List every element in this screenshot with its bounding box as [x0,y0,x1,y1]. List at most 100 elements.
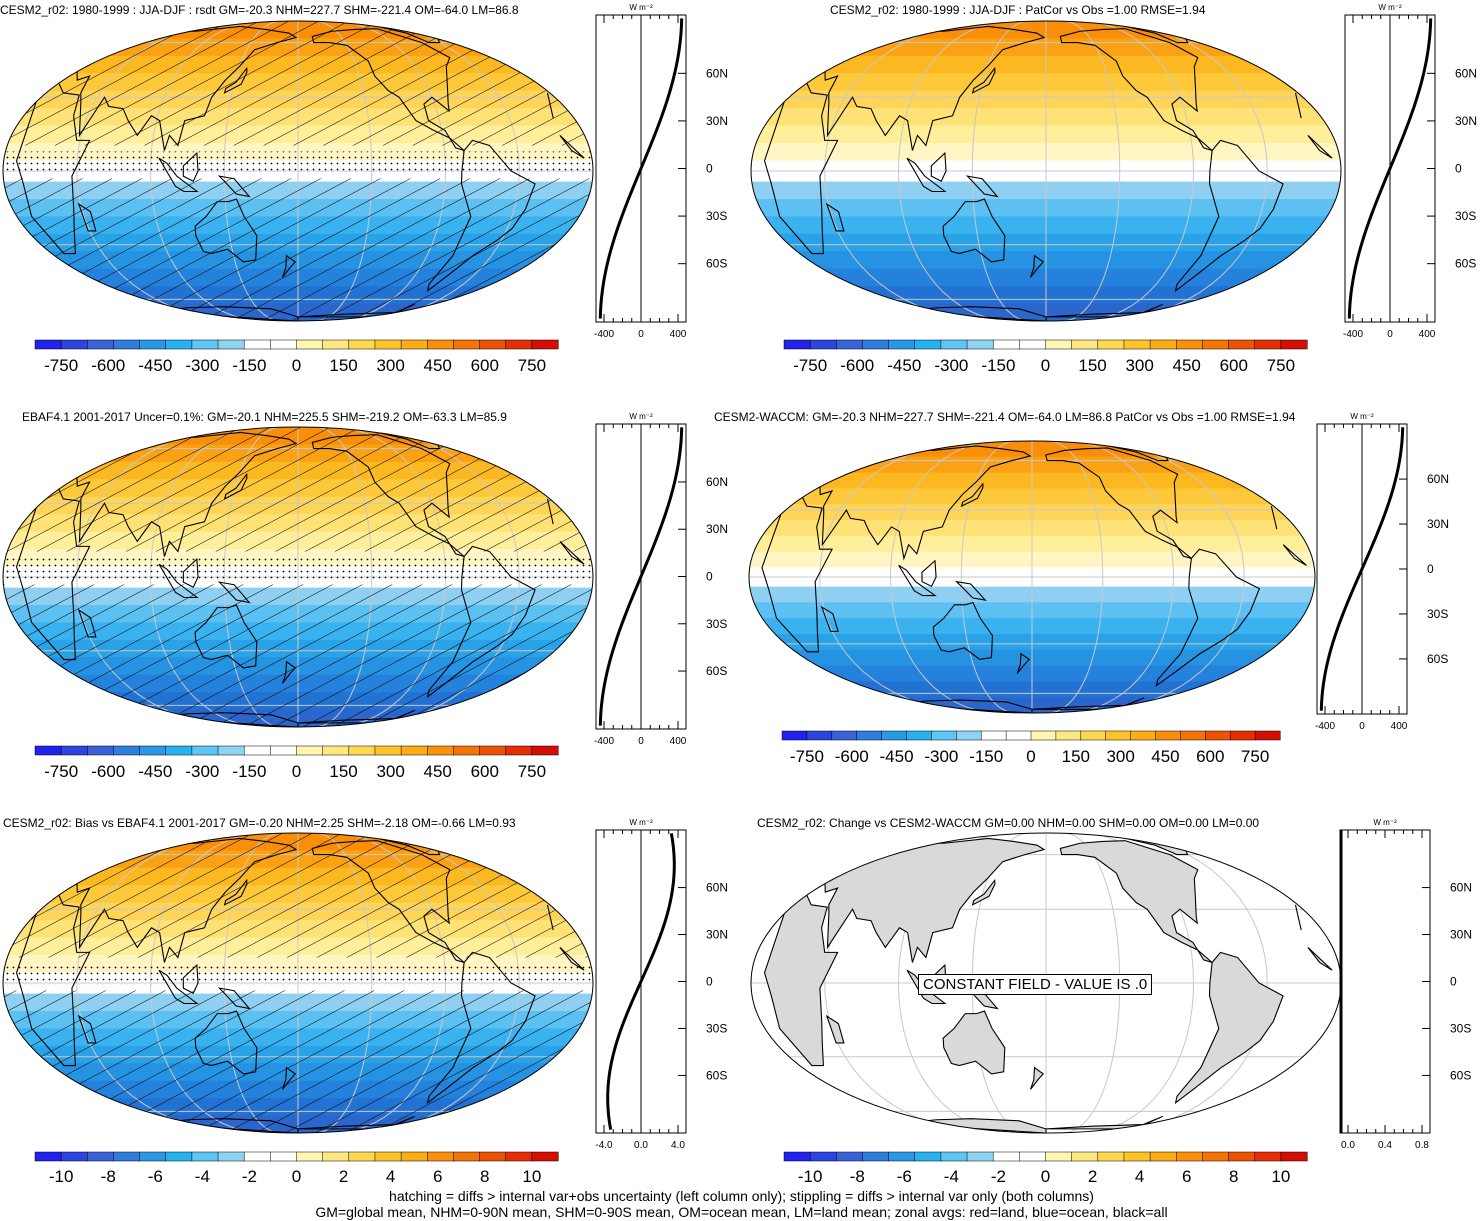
colorbar-swatch [375,746,401,755]
zonal-x-tick-label: 4.0 [671,1140,685,1151]
colorbar-swatch [166,746,192,755]
colorbar-swatch [993,340,1019,349]
colorbar-label: 750 [1267,356,1295,375]
colorbar-swatch [401,746,427,755]
zonal-plot-frame [1340,830,1430,1133]
colorbar-swatch [35,746,61,755]
colorbar-swatch [967,1152,993,1161]
lat-tick-label: 60S [706,1068,727,1082]
colorbar-swatch [1056,731,1081,740]
colorbar-swatch [35,340,61,349]
zonal-mean-plot-1: -4000400W m⁻²60N30N030S60S [594,3,728,340]
colorbar-swatch [782,731,807,740]
hatching-region-south [3,179,593,329]
colorbar-swatch [1255,1152,1281,1161]
colorbar-4: -750-600-450-300-1500150300450600750 [782,731,1280,766]
colorbar-swatch [784,340,810,349]
colorbar-swatch [836,1152,862,1161]
lat-tick-label: 60N [1450,881,1472,895]
colorbar-label: -750 [790,747,824,766]
lat-tick-label: 60S [1455,257,1476,271]
colorbar-label: 150 [1078,356,1106,375]
zonal-x-tick-label: 0.0 [1341,1140,1355,1151]
colorbar-label: 600 [1220,356,1248,375]
colorbar-label: -300 [934,356,968,375]
colorbar-swatch [270,746,296,755]
colorbar-swatch [506,340,532,349]
continent-outline [490,45,511,57]
colorbar-swatch [480,746,506,755]
zonal-x-tick-label: 0.8 [1415,1140,1429,1151]
colorbar-swatch [375,340,401,349]
colorbar-label: -450 [138,356,172,375]
colorbar-swatch [140,340,166,349]
zonal-units-label: W m⁻² [1350,412,1374,421]
lat-tick-label: 60S [1427,652,1448,666]
zonal-x-tick-label: -400 [1343,329,1363,340]
colorbar-label: -750 [44,762,78,781]
zonal-units-label: W m⁻² [629,818,653,827]
colorbar-swatch [1019,1152,1045,1161]
colorbar-swatch [218,746,244,755]
colorbar-label: -4 [944,1167,959,1186]
panel-4: -4000400W m⁻²60N30N030S60S-750-600-450-3… [749,412,1449,766]
colorbar-swatch [61,340,87,349]
zonal-mean-plot-2: -4000400W m⁻²60N30N030S60S [1343,3,1477,340]
zonal-x-tick-label: 400 [670,736,687,747]
colorbar-label: 300 [376,356,404,375]
colorbar-swatch [1156,731,1181,740]
colorbar-swatch [1281,340,1307,349]
colorbar-swatch [532,746,558,755]
colorbar-label: -150 [981,356,1015,375]
continent-outline [1216,463,1236,474]
colorbar-label: 2 [339,1167,348,1186]
colorbar-label: -450 [880,747,914,766]
colorbar-label: -2 [991,1167,1006,1186]
stippling-region [3,964,593,985]
colorbar-swatch [1202,1152,1228,1161]
colorbar-label: -300 [924,747,958,766]
colorbar-swatch [35,1152,61,1161]
colorbar-label: -600 [835,747,869,766]
colorbar-label: 10 [522,1167,541,1186]
colorbar-label: -450 [138,762,172,781]
colorbar-label: -750 [44,356,78,375]
lat-tick-label: 30N [1427,517,1449,531]
lat-tick-label: 0 [706,975,713,989]
colorbar-swatch [1019,340,1045,349]
colorbar-label: -150 [969,747,1003,766]
footer-line-1: hatching = diffs > internal var+obs unce… [0,1188,1483,1205]
colorbar-swatch [810,340,836,349]
colorbar-label: 750 [518,762,546,781]
colorbar-3: -750-600-450-300-1500150300450600750 [35,746,558,781]
colorbar-1: -750-600-450-300-1500150300450600750 [35,340,558,375]
colorbar-swatch [1150,1152,1176,1161]
lat-tick-label: 30N [706,114,728,128]
colorbar-swatch [323,340,349,349]
map-area-3 [3,427,593,735]
colorbar-swatch [270,340,296,349]
colorbar-swatch [836,340,862,349]
lat-tick-label: 60S [706,257,727,271]
zonal-x-tick-label: -400 [594,736,614,747]
footer-line-2: GM=global mean, NHM=0-90N mean, SHM=0-90… [0,1204,1483,1221]
colorbar-swatch [1176,1152,1202,1161]
colorbar-6: -10-8-6-4-20246810 [784,1152,1307,1186]
colorbar-swatch [981,731,1006,740]
lat-tick-label: 0 [1455,162,1462,176]
colorbar-label: 300 [1125,356,1153,375]
colorbar-swatch [192,746,218,755]
colorbar-swatch [810,1152,836,1161]
colorbar-label: 750 [1241,747,1269,766]
colorbar-label: 150 [329,356,357,375]
colorbar-swatch [349,1152,375,1161]
colorbar-label: -150 [232,762,266,781]
colorbar-label: 600 [471,356,499,375]
lat-tick-label: 60N [706,66,728,80]
colorbar-swatch [192,1152,218,1161]
colorbar-swatch [532,340,558,349]
colorbar-swatch [1124,1152,1150,1161]
lat-tick-label: 30N [1455,114,1477,128]
colorbar-swatch [218,340,244,349]
